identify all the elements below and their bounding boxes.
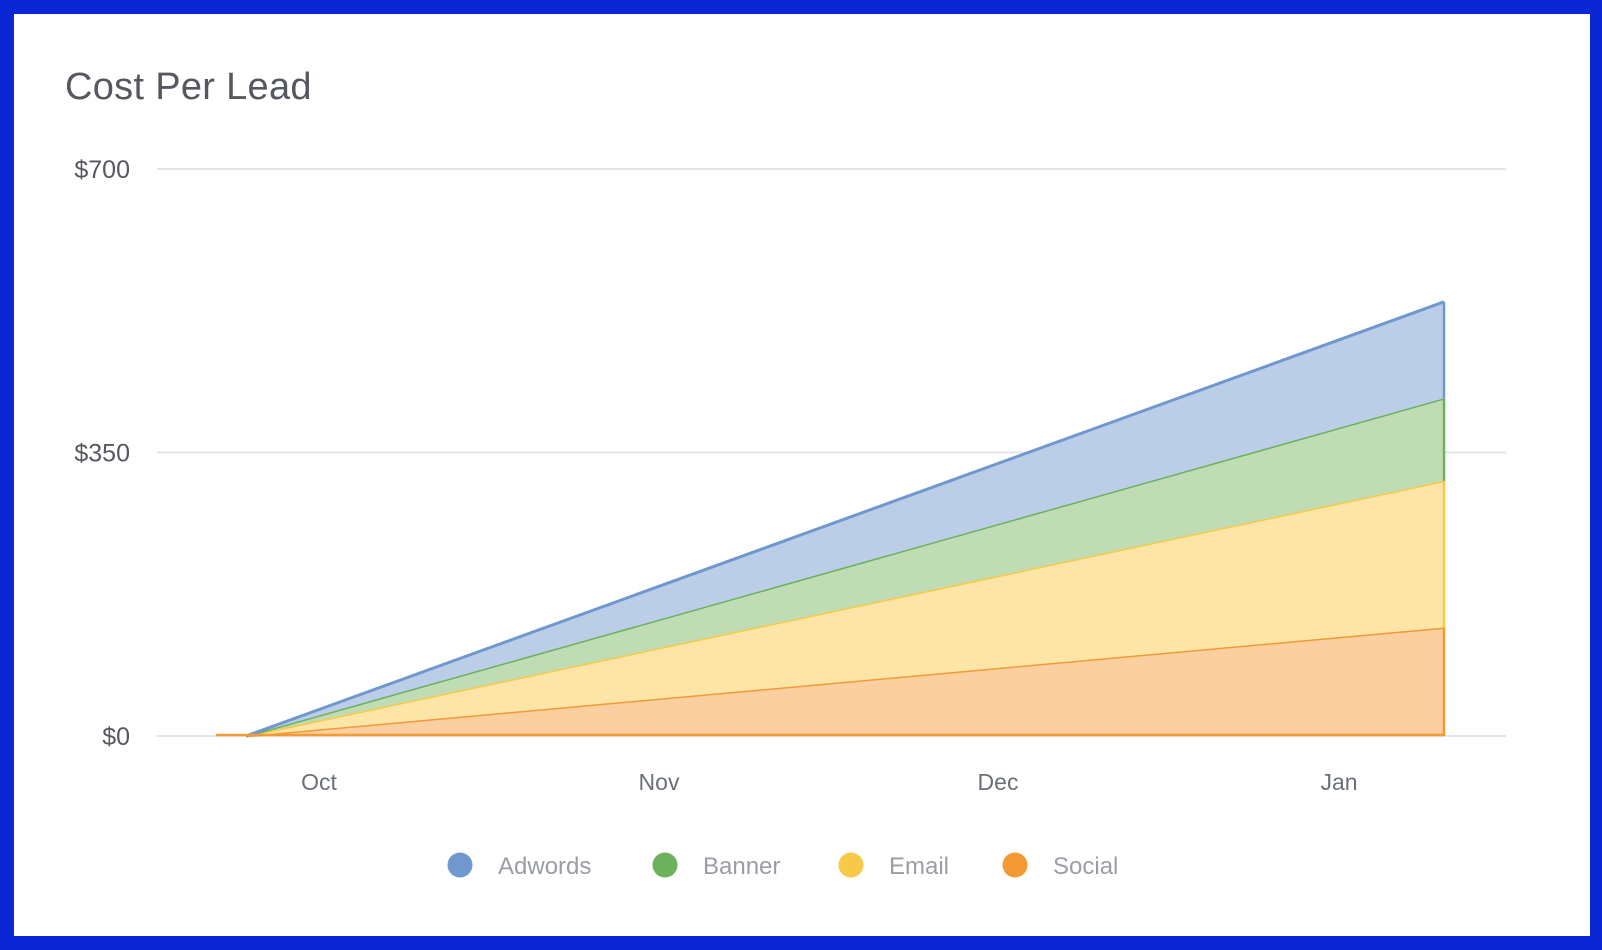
x-tick-label: Nov [639, 769, 680, 795]
legend-label: Email [889, 853, 949, 880]
legend-label: Banner [703, 853, 780, 880]
x-tick-label: Jan [1320, 769, 1357, 795]
legend-swatch [447, 852, 473, 878]
y-tick-label: $0 [102, 723, 130, 751]
legend-item-adwords[interactable]: Adwords [447, 852, 592, 881]
x-axis: Oct Nov Dec Jan [301, 769, 1357, 795]
x-tick-label: Dec [978, 769, 1019, 795]
legend-label: Adwords [498, 853, 591, 880]
legend[interactable]: Adwords Banner Email Social [447, 852, 1119, 881]
legend-item-email[interactable]: Email [838, 852, 950, 881]
x-tick-label: Oct [301, 769, 337, 795]
chart-card: Cost Per Lead $0 $350 $700 Oct Nov Dec Jan Ad… [14, 14, 1590, 936]
y-tick-label: $350 [74, 440, 130, 468]
chart-title: Cost Per Lead [65, 66, 312, 108]
y-axis: $0 $350 $700 [74, 156, 130, 751]
stacked-areas [216, 300, 1446, 738]
y-tick-label: $700 [74, 156, 130, 184]
line-adwords[interactable] [245, 300, 1445, 738]
legend-swatch [838, 852, 864, 878]
legend-label: Social [1053, 853, 1118, 880]
legend-swatch [1002, 852, 1028, 878]
legend-item-banner[interactable]: Banner [652, 852, 781, 881]
legend-item-social[interactable]: Social [1002, 852, 1119, 881]
chart-svg: $0 $350 $700 Oct Nov Dec Jan Adwords Banner Ema… [74, 156, 1506, 881]
legend-swatch [652, 852, 678, 878]
